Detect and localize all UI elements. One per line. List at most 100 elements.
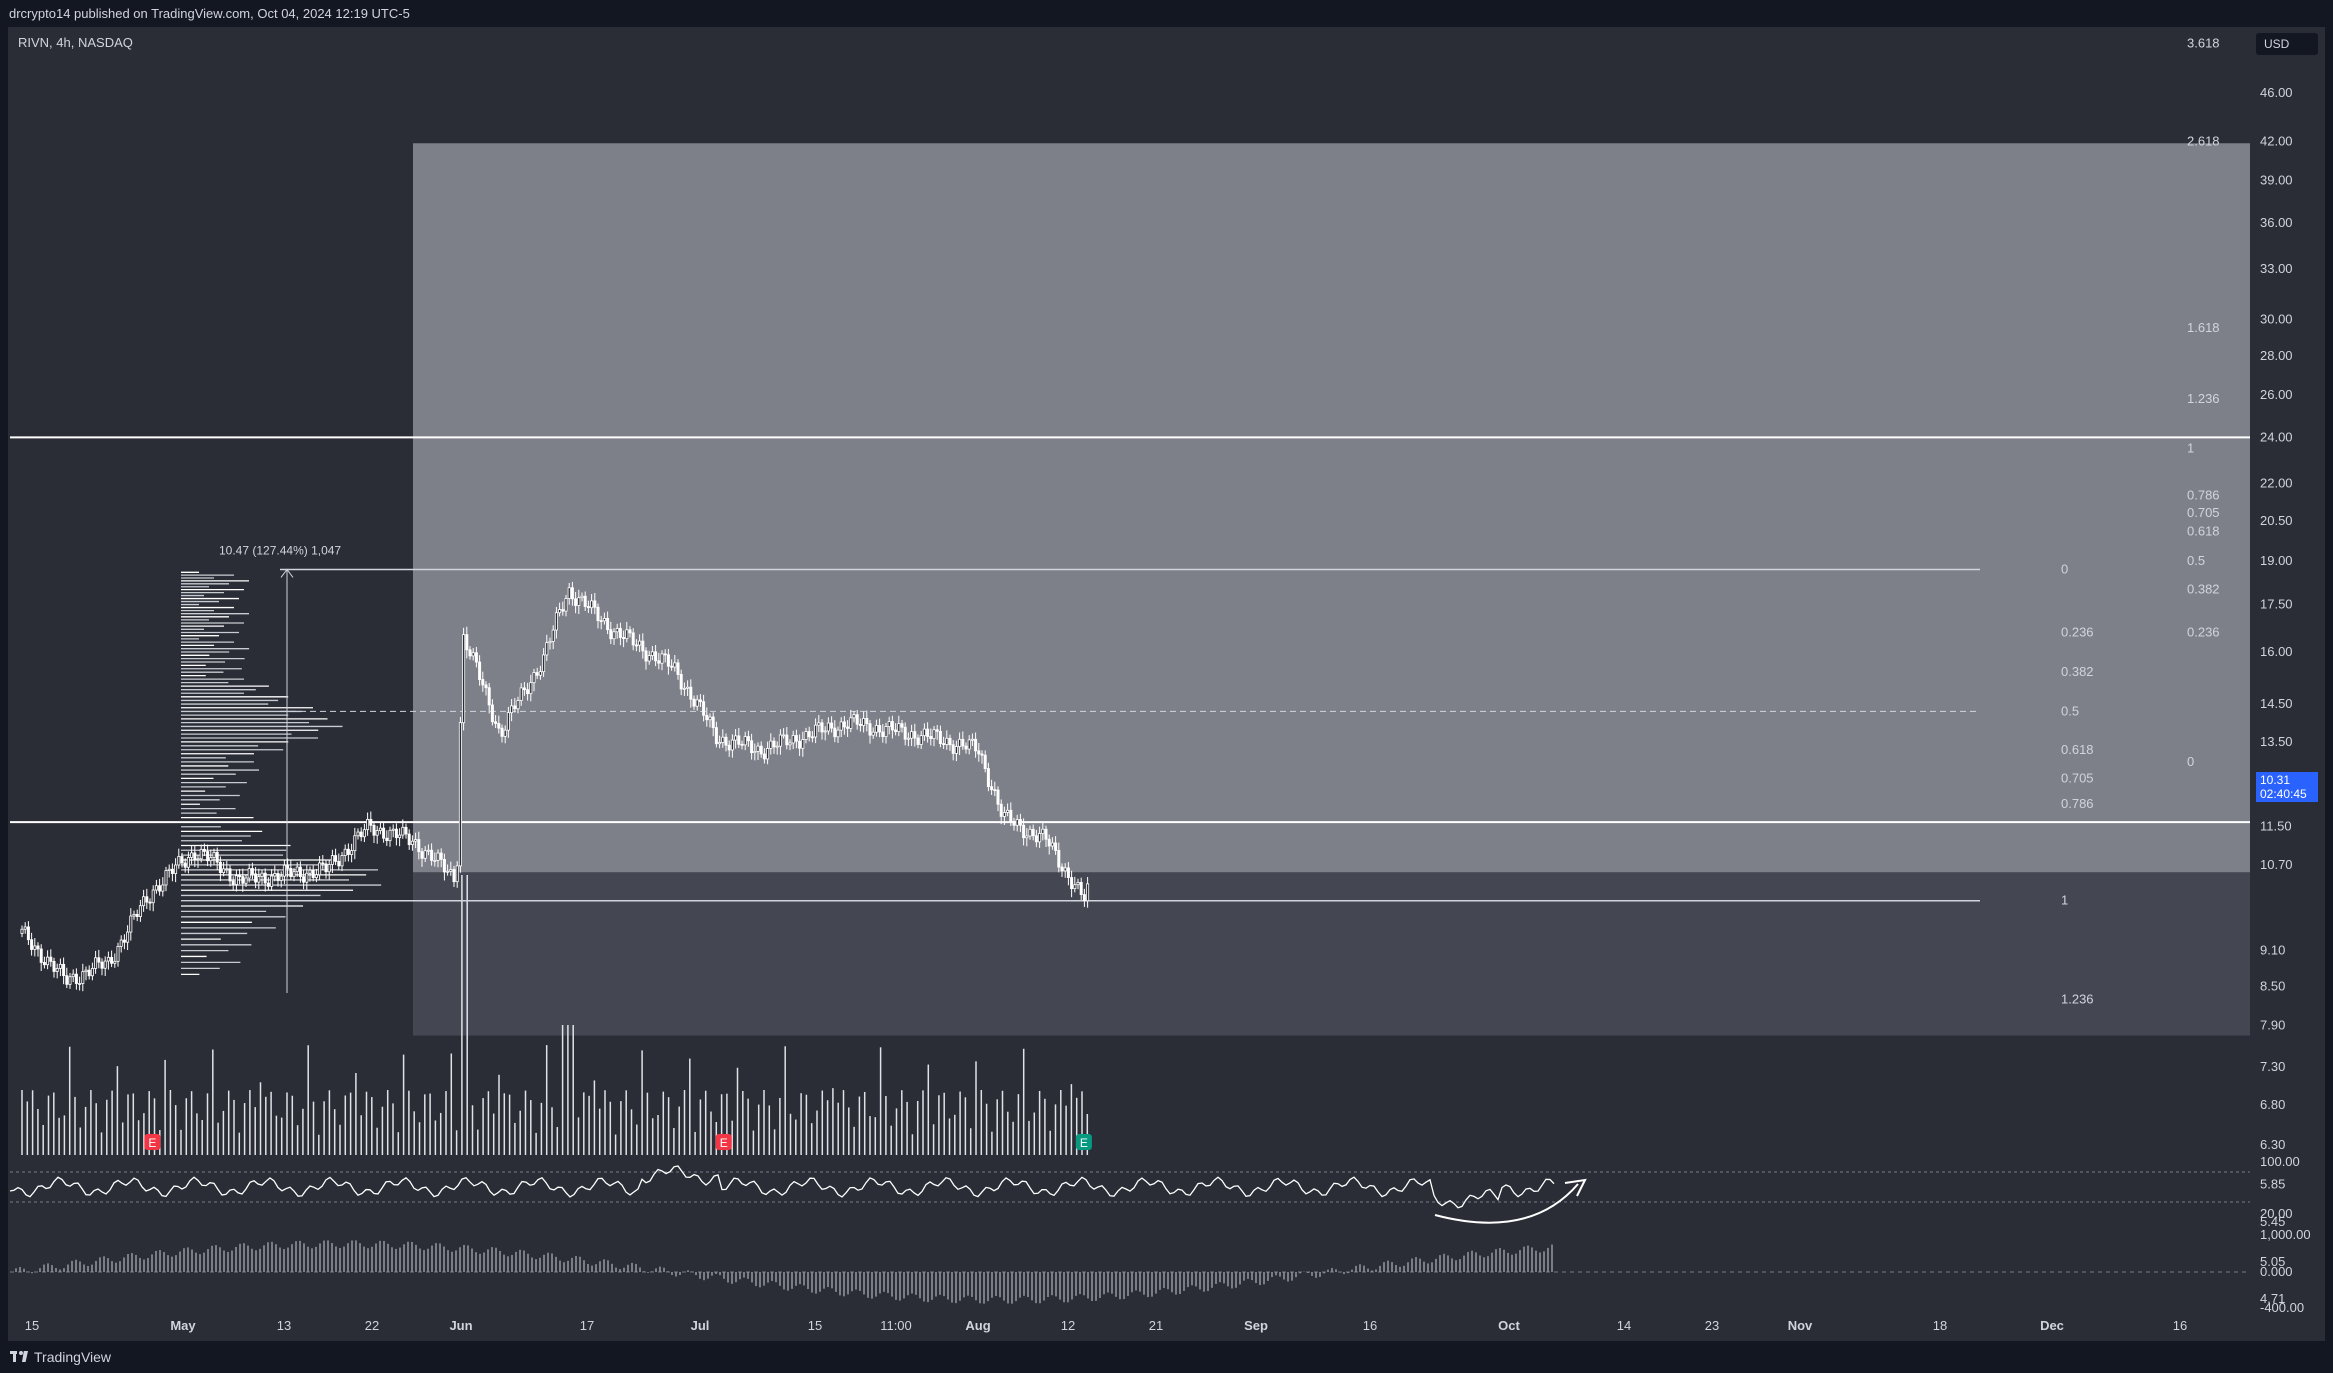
candle-body <box>417 839 421 853</box>
candle-body <box>282 864 286 877</box>
candle-body <box>398 834 402 839</box>
candle-body <box>804 731 808 740</box>
price-tick-label: 9.10 <box>2260 943 2285 958</box>
candle-body <box>538 671 542 676</box>
candle-body <box>510 705 514 714</box>
candle-body <box>369 818 373 826</box>
bar-countdown: 02:40:45 <box>2260 787 2307 801</box>
measure-arrow-icon <box>280 568 294 578</box>
candle-body <box>39 948 43 963</box>
candle-body <box>388 829 392 842</box>
price-tick-label: 6.80 <box>2260 1097 2285 1112</box>
tradingview-logo[interactable]: TradingView <box>10 1349 111 1365</box>
candle-body <box>551 629 555 642</box>
candle-body <box>199 848 203 860</box>
fib-extension-label: 0.236 <box>2187 624 2220 639</box>
candle-body <box>622 637 626 639</box>
candle-body <box>164 870 168 886</box>
candle-body <box>814 724 818 738</box>
candle-body <box>215 851 219 863</box>
candle-body <box>186 857 190 868</box>
candle-body <box>535 672 539 676</box>
candle-body <box>1054 842 1058 851</box>
candle-body <box>1028 828 1032 837</box>
candle-body <box>1002 812 1006 817</box>
time-tick-label: 13 <box>277 1318 291 1333</box>
price-tick-label: 30.00 <box>2260 311 2293 326</box>
earnings-marker-label: E <box>720 1136 728 1150</box>
time-tick-label: 12 <box>1061 1318 1075 1333</box>
candle-body <box>1047 838 1051 847</box>
candle-body <box>970 738 974 741</box>
candle-body <box>628 629 632 634</box>
candle-body <box>913 731 917 739</box>
candle-body <box>762 753 766 760</box>
fib-lower-zone <box>413 872 2250 1036</box>
candle-body <box>292 871 296 878</box>
rsi-tick-label: 100.00 <box>2260 1154 2300 1169</box>
fib-extension-label: 0 <box>2187 754 2194 769</box>
candle-body <box>567 587 571 599</box>
candle-body <box>490 704 494 723</box>
candle-body <box>449 869 453 872</box>
candle-body <box>62 963 66 977</box>
earnings-marker-icon <box>1075 1134 1092 1150</box>
currency-selector[interactable]: USD <box>2256 33 2318 55</box>
candle-body <box>759 745 763 755</box>
rsi-line <box>9 1165 1555 1209</box>
time-tick-label: 16 <box>2173 1318 2187 1333</box>
price-tick-label: 36.00 <box>2260 215 2293 230</box>
price-tick-label: 8.50 <box>2260 979 2285 994</box>
candle-body <box>119 939 123 947</box>
candle-body <box>138 905 142 917</box>
candle-body <box>602 618 606 622</box>
candle-body <box>481 679 485 686</box>
price-tick-label: 6.30 <box>2260 1137 2285 1152</box>
candle-body <box>206 851 210 862</box>
candle-body <box>110 956 114 964</box>
candle-body <box>734 735 738 741</box>
candle-body <box>170 868 174 874</box>
price-tick-label: 19.00 <box>2260 553 2293 568</box>
candle-body <box>794 735 798 742</box>
candle-body <box>654 651 658 662</box>
candle-body <box>785 734 789 746</box>
candle-body <box>500 727 504 737</box>
candle-body <box>231 880 235 885</box>
candle-body <box>1038 833 1042 843</box>
candle-body <box>308 869 312 874</box>
candle-body <box>439 852 443 860</box>
candle-body <box>375 830 379 836</box>
candle-body <box>471 652 475 657</box>
chart-canvas[interactable]: 10.47 (127.44%) 1,047 50.0046.0042.0039.… <box>0 0 2333 1341</box>
time-tick-label: 17 <box>580 1318 594 1333</box>
symbol-info[interactable]: RIVN, 4h, NASDAQ <box>18 35 133 50</box>
candle-body <box>404 826 408 835</box>
candle-body <box>618 628 622 638</box>
candle-body <box>529 682 533 695</box>
candle-body <box>574 598 578 606</box>
candle-body <box>222 868 226 873</box>
candle-body <box>100 961 104 969</box>
measure-label: 10.47 (127.44%) 1,047 <box>219 543 341 557</box>
fib-extension-label: 0.786 <box>2187 488 2220 503</box>
fib-extension-label: 0.705 <box>2187 505 2220 520</box>
candle-body <box>519 687 523 701</box>
fib-retracement-label: 0.618 <box>2061 742 2094 757</box>
candle-body <box>442 859 446 873</box>
candle-body <box>49 956 53 962</box>
candle-body <box>932 729 936 739</box>
candle-body <box>545 642 549 656</box>
price-tick-label: 39.00 <box>2260 172 2293 187</box>
price-tick-label: 5.05 <box>2260 1254 2285 1269</box>
candle-body <box>1018 819 1022 826</box>
candle-body <box>190 852 194 858</box>
candle-body <box>836 729 840 738</box>
candle-body <box>145 896 149 903</box>
candle-body <box>103 960 107 969</box>
candle-body <box>974 738 978 752</box>
time-tick-label: Dec <box>2040 1318 2064 1333</box>
candle-body <box>609 629 613 640</box>
candle-body <box>420 851 424 859</box>
rsi-tick-label: 20.00 <box>2260 1206 2293 1221</box>
